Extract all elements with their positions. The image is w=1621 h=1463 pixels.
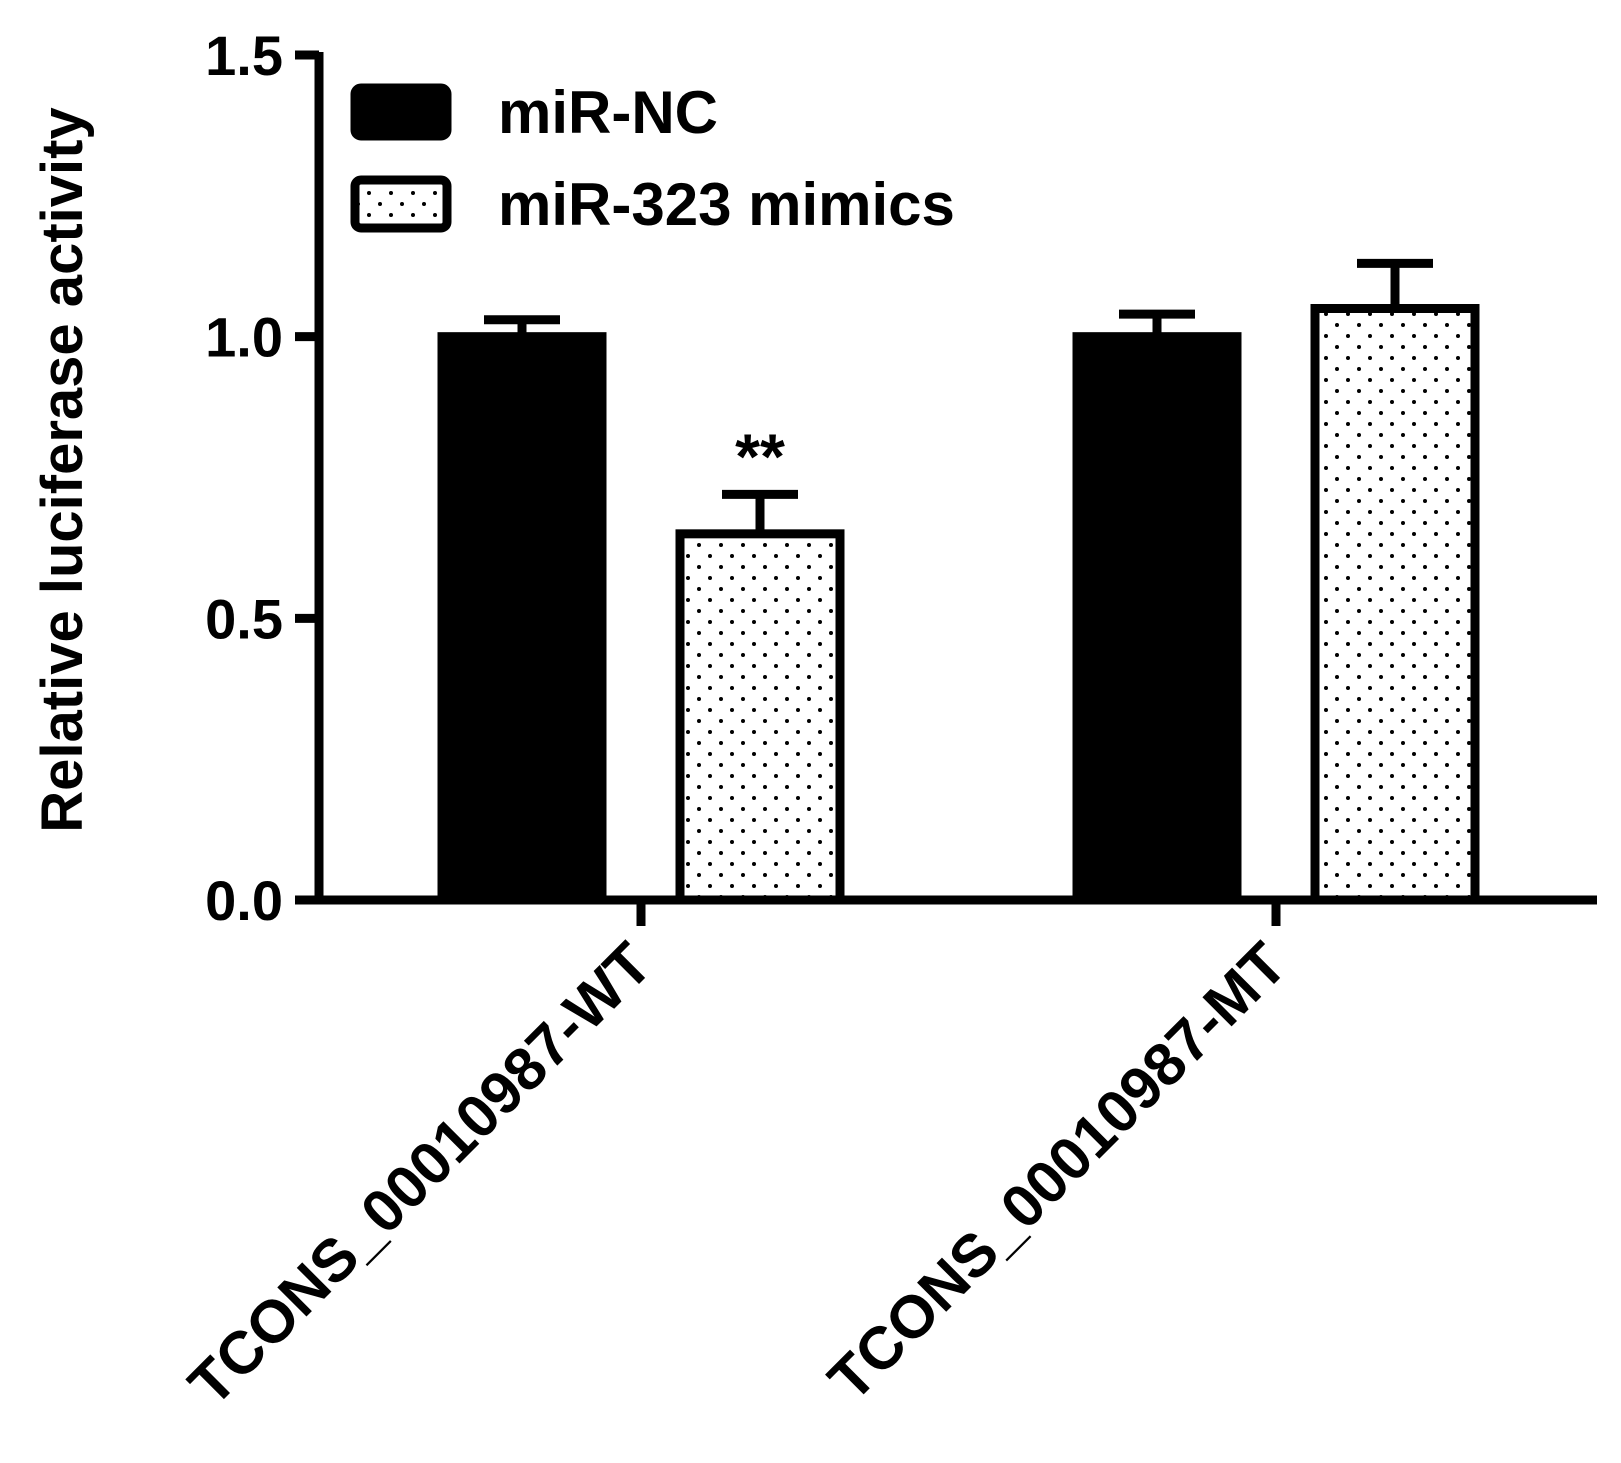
legend: miR-NC miR-323 mimics	[350, 79, 955, 238]
y-axis-title: Relative luciferase activity	[30, 107, 95, 832]
bar-mir-323-mimics-mt	[1310, 304, 1480, 905]
y-tick-label: 1.0	[205, 306, 283, 369]
bar-mir-323-mimics-wt	[675, 529, 845, 905]
legend-label: miR-NC	[498, 79, 718, 146]
y-tick-label: 1.5	[205, 24, 283, 87]
bar-mir-nc-mt	[1072, 332, 1242, 905]
x-category-label: TCONS_00010987-WT	[176, 930, 664, 1418]
annotations: **	[735, 420, 785, 492]
legend-swatch	[350, 83, 452, 141]
significance-annotation: **	[735, 420, 785, 492]
y-axis-ticks: 0.0 0.5 1.0 1.5	[205, 24, 319, 932]
legend-label: miR-323 mimics	[498, 171, 955, 238]
x-category-label: TCONS_00010987-MT	[816, 930, 1300, 1414]
y-tick-label: 0.0	[205, 869, 283, 932]
y-tick-label: 0.5	[205, 587, 283, 650]
x-axis-ticks: TCONS_00010987-WT TCONS_00010987-MT	[176, 900, 1299, 1418]
bar-mir-nc-wt	[437, 332, 607, 905]
error-bars	[484, 258, 1433, 534]
bars	[437, 304, 1480, 905]
legend-swatch	[350, 175, 452, 233]
